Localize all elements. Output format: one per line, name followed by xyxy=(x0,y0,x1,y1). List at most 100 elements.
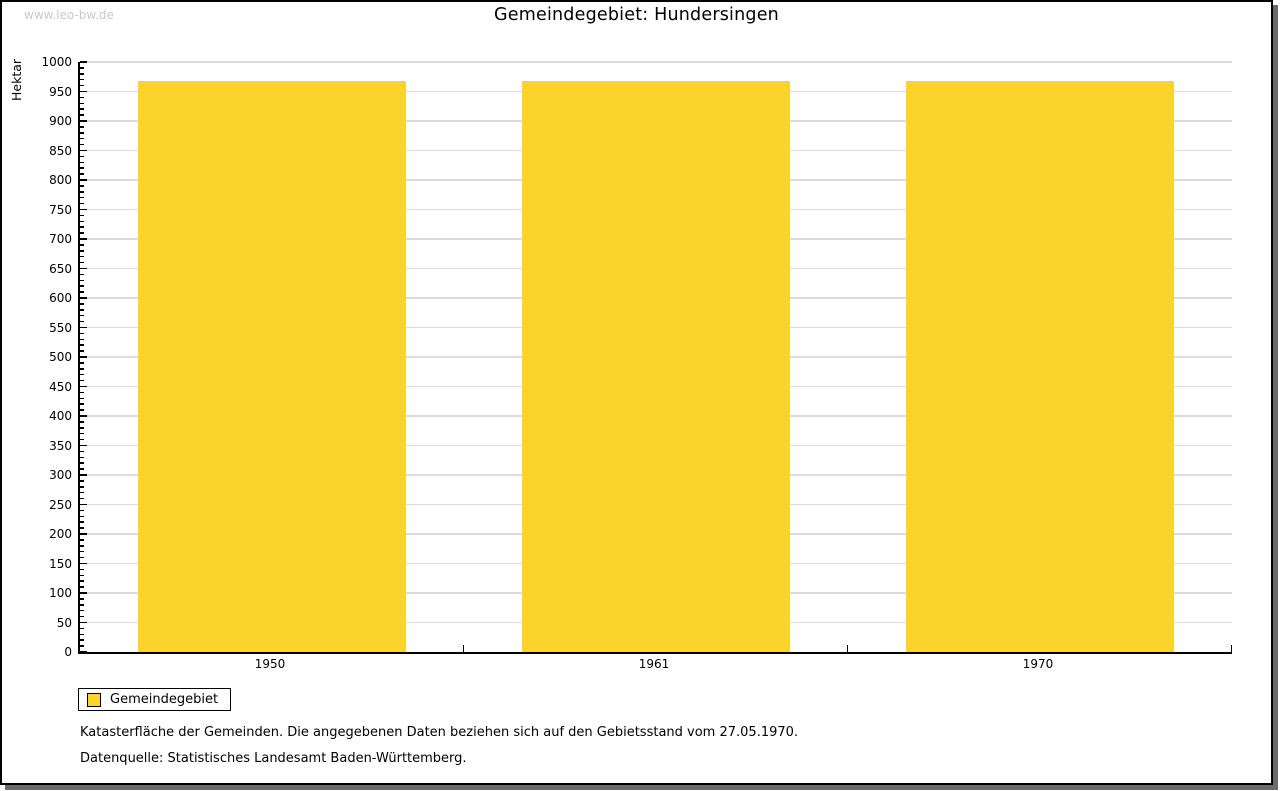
y-minor-tick xyxy=(80,438,84,441)
y-minor-tick xyxy=(80,185,84,187)
y-minor-tick xyxy=(80,108,84,110)
y-minor-tick xyxy=(80,167,84,169)
y-minor-tick xyxy=(80,432,84,435)
y-minor-tick xyxy=(80,627,84,630)
y-minor-tick xyxy=(80,598,84,600)
y-tick-label: 350 xyxy=(49,438,72,453)
y-minor-tick xyxy=(80,379,84,382)
y-minor-tick xyxy=(80,550,84,553)
y-minor-tick xyxy=(80,332,84,335)
y-minor-tick xyxy=(80,491,84,494)
y-minor-tick xyxy=(80,285,84,287)
y-tick-label: 1000 xyxy=(41,55,72,69)
y-minor-tick xyxy=(80,527,84,529)
y-tick-label: 50 xyxy=(56,615,72,630)
y-minor-tick xyxy=(80,586,84,588)
y-minor-tick xyxy=(80,409,84,411)
y-minor-tick xyxy=(80,344,84,346)
y-minor-tick xyxy=(80,102,84,105)
y-minor-tick xyxy=(80,645,84,647)
y-minor-tick xyxy=(80,73,84,75)
y-major-tick xyxy=(80,120,87,122)
y-minor-tick xyxy=(80,509,84,512)
y-major-tick xyxy=(80,592,87,594)
y-tick-label: 100 xyxy=(49,586,72,600)
y-tick-label: 450 xyxy=(49,379,72,394)
y-minor-tick xyxy=(80,362,84,364)
legend-swatch xyxy=(87,692,101,707)
y-major-tick xyxy=(80,503,87,506)
y-minor-tick xyxy=(80,468,84,470)
y-minor-tick xyxy=(80,220,84,223)
y-minor-tick xyxy=(80,226,84,228)
y-tick-label: 150 xyxy=(49,556,72,571)
y-minor-tick xyxy=(80,314,84,317)
y-major-tick xyxy=(80,238,87,240)
bar-1970 xyxy=(906,80,1174,652)
y-tick-label: 300 xyxy=(49,468,72,482)
plot-area xyxy=(78,61,1232,654)
y-minor-tick xyxy=(80,515,84,518)
y-minor-tick xyxy=(80,450,84,453)
y-minor-tick xyxy=(80,338,84,341)
y-minor-tick xyxy=(80,143,84,146)
y-minor-tick xyxy=(80,480,84,482)
y-major-tick xyxy=(80,533,87,535)
y-major-tick xyxy=(80,621,87,624)
y-minor-tick xyxy=(80,250,84,252)
y-minor-tick xyxy=(80,196,84,199)
y-major-tick xyxy=(80,326,87,329)
y-tick-label: 650 xyxy=(49,261,72,276)
x-tick xyxy=(462,645,464,652)
y-minor-tick xyxy=(80,161,84,164)
y-major-tick xyxy=(80,179,87,181)
y-minor-tick xyxy=(80,580,84,582)
y-tick-label: 400 xyxy=(49,409,72,423)
x-tick-label: 1961 xyxy=(638,657,670,671)
y-minor-tick xyxy=(80,279,84,282)
y-tick-label: 950 xyxy=(49,84,72,99)
y-major-tick xyxy=(80,474,87,476)
y-minor-tick xyxy=(80,545,84,547)
y-minor-tick xyxy=(80,427,84,429)
bar-1950 xyxy=(138,80,406,652)
y-minor-tick xyxy=(80,273,84,276)
y-minor-tick xyxy=(80,303,84,305)
y-tick-label: 700 xyxy=(49,232,72,246)
x-tick-label: 1970 xyxy=(1022,657,1054,671)
y-tick-label: 250 xyxy=(49,497,72,512)
y-minor-tick xyxy=(80,173,84,175)
y-minor-tick xyxy=(80,255,84,258)
y-major-tick xyxy=(80,651,87,653)
y-major-tick xyxy=(80,90,87,93)
y-tick-label: 500 xyxy=(49,350,72,364)
y-major-tick xyxy=(80,385,87,388)
y-major-tick xyxy=(80,267,87,270)
y-minor-tick xyxy=(80,639,84,641)
y-major-tick xyxy=(80,444,87,447)
y-minor-tick xyxy=(80,155,84,158)
y-minor-tick xyxy=(80,78,84,81)
y-minor-tick xyxy=(80,214,84,217)
y-tick-label: 850 xyxy=(49,143,72,158)
y-minor-tick xyxy=(80,350,84,352)
y-major-tick xyxy=(80,61,87,63)
y-tick-label: 200 xyxy=(49,527,72,541)
y-minor-tick xyxy=(80,403,84,405)
y-minor-tick xyxy=(80,96,84,99)
y-tick-label: 0 xyxy=(64,645,72,659)
legend: Gemeindegebiet xyxy=(78,688,232,711)
footnote-data-source: Datenquelle: Statistisches Landesamt Bad… xyxy=(80,751,467,766)
y-major-tick xyxy=(80,208,87,211)
y-major-tick xyxy=(80,415,87,417)
legend-label: Gemeindegebiet xyxy=(110,692,219,707)
y-minor-tick xyxy=(80,633,84,636)
y-tick-label: 800 xyxy=(49,173,72,187)
y-minor-tick xyxy=(80,291,84,293)
footnote-source-info: Katasterfläche der Gemeinden. Die angege… xyxy=(80,725,799,740)
y-tick-label: 600 xyxy=(49,291,72,305)
y-minor-tick xyxy=(80,261,84,264)
y-tick-label: 750 xyxy=(49,202,72,217)
x-tick xyxy=(846,645,848,652)
